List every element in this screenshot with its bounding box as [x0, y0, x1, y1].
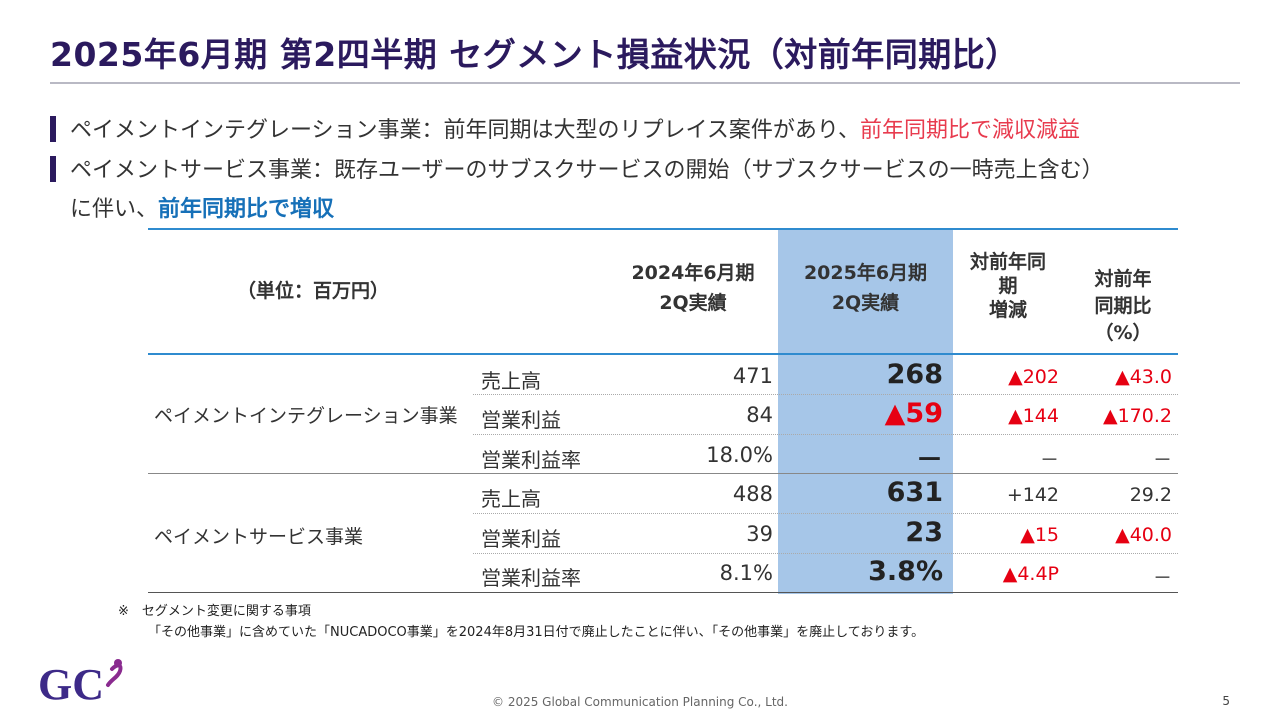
logo-swoosh	[106, 663, 123, 687]
bullet-payment-service-cont: に伴い、前年同期比で増収	[70, 191, 334, 223]
metric-label: 営業利益	[481, 527, 561, 551]
page-title: 2025年6月期 第2四半期 セグメント損益状況（対前年同期比）	[50, 35, 1019, 74]
bullet-text: ペイメントサービス事業：既存ユーザーのサブスクサービスの開始（サブスクサービスの…	[70, 158, 1104, 183]
row-divider	[473, 553, 1178, 554]
header-ratio-line1: 対前年	[1094, 268, 1152, 290]
row-divider	[473, 394, 1178, 395]
value-diff: ▲15	[1020, 524, 1059, 546]
segment-table: （単位：百万円） 2024年6月期 2Q実績 2025年6月期 2Q実績 対前年…	[148, 228, 1178, 594]
metric-label: 売上高	[481, 369, 541, 393]
table-bottom-rule	[148, 592, 1178, 593]
bullet-text: ペイメントインテグレーション事業：前年同期は大型のリプレイス案件があり、	[70, 118, 861, 143]
value-2025: 268	[886, 359, 943, 390]
header-rule	[148, 353, 1178, 355]
table-top-rule	[148, 228, 1178, 230]
footer-copyright: © 2025 Global Communication Planning Co.…	[492, 695, 788, 709]
unit-label: （単位：百万円）	[236, 280, 389, 302]
page-number: 5	[1222, 694, 1230, 708]
note-heading: ※ セグメント変更に関する事項	[118, 604, 311, 619]
value-2025: －	[916, 445, 943, 476]
logo-text: GC	[38, 660, 104, 705]
value-2024: 488	[732, 482, 773, 506]
metric-label: 売上高	[481, 487, 541, 511]
value-2024: 39	[746, 522, 773, 546]
highlight-column-2025	[778, 230, 953, 594]
header-2025-line1: 2025年6月期	[803, 262, 928, 284]
bullet-text: に伴い、	[70, 197, 159, 222]
metric-label: 営業利益率	[481, 448, 581, 472]
logo-dot	[114, 659, 122, 667]
value-diff: ▲144	[1008, 405, 1059, 427]
value-ratio: －	[1152, 567, 1172, 589]
header-diff-line1: 対前年同	[969, 251, 1046, 273]
value-2024: 84	[746, 403, 773, 427]
header-diff-line3: 増減	[988, 299, 1027, 321]
bullet-emphasis-blue: 前年同期比で増収	[158, 197, 335, 222]
header-ratio-line2: 同期比	[1094, 295, 1152, 317]
value-diff: －	[1039, 449, 1059, 471]
value-2025: 631	[886, 477, 943, 508]
header-2025-line2: 2Q実績	[831, 292, 900, 314]
title-divider	[50, 82, 1240, 84]
row-divider	[473, 434, 1178, 435]
header-ratio: 対前年 同期比 （%）	[1073, 266, 1173, 347]
metric-label: 営業利益	[481, 408, 561, 432]
header-diff: 対前年同 期 増減	[953, 250, 1063, 322]
value-2024: 471	[732, 364, 773, 388]
header-2025: 2025年6月期 2Q実績	[778, 258, 953, 318]
bullet-emphasis-red: 前年同期比で減収減益	[860, 118, 1081, 143]
segment-name: ペイメントサービス事業	[154, 526, 364, 548]
value-ratio: ▲43.0	[1115, 366, 1172, 388]
header-2024: 2024年6月期 2Q実績	[603, 258, 783, 318]
value-2025: ▲59	[884, 398, 943, 429]
header-2024-line2: 2Q実績	[659, 292, 727, 314]
value-2024: 8.1%	[719, 561, 773, 585]
row-divider	[473, 513, 1178, 514]
value-2025: 23	[905, 517, 943, 548]
company-logo: GC	[38, 659, 123, 705]
metric-label: 営業利益率	[481, 566, 581, 590]
segment-name: ペイメントインテグレーション事業	[154, 405, 458, 427]
value-2025: 3.8%	[868, 556, 943, 587]
header-2024-line1: 2024年6月期	[631, 262, 755, 284]
bullet-marker	[50, 156, 56, 182]
note-body: 「その他事業」に含めていた「NUCADOCO事業」を2024年8月31日付で廃止…	[148, 625, 925, 640]
value-ratio: ▲40.0	[1115, 524, 1172, 546]
bullet-payment-integration: ペイメントインテグレーション事業：前年同期は大型のリプレイス案件があり、前年同期…	[50, 112, 1080, 144]
value-diff: ▲4.4P	[1002, 563, 1059, 585]
header-ratio-line3: （%）	[1094, 322, 1152, 344]
bullet-marker	[50, 116, 56, 142]
value-diff: +142	[1006, 484, 1059, 506]
value-ratio: －	[1152, 449, 1172, 471]
value-ratio: ▲170.2	[1102, 405, 1172, 427]
group-divider	[148, 473, 1178, 474]
value-diff: ▲202	[1008, 366, 1059, 388]
value-2024: 18.0%	[706, 443, 773, 467]
header-diff-line2: 期	[998, 275, 1018, 297]
value-ratio: 29.2	[1129, 484, 1172, 506]
bullet-payment-service: ペイメントサービス事業：既存ユーザーのサブスクサービスの開始（サブスクサービスの…	[50, 152, 1104, 184]
